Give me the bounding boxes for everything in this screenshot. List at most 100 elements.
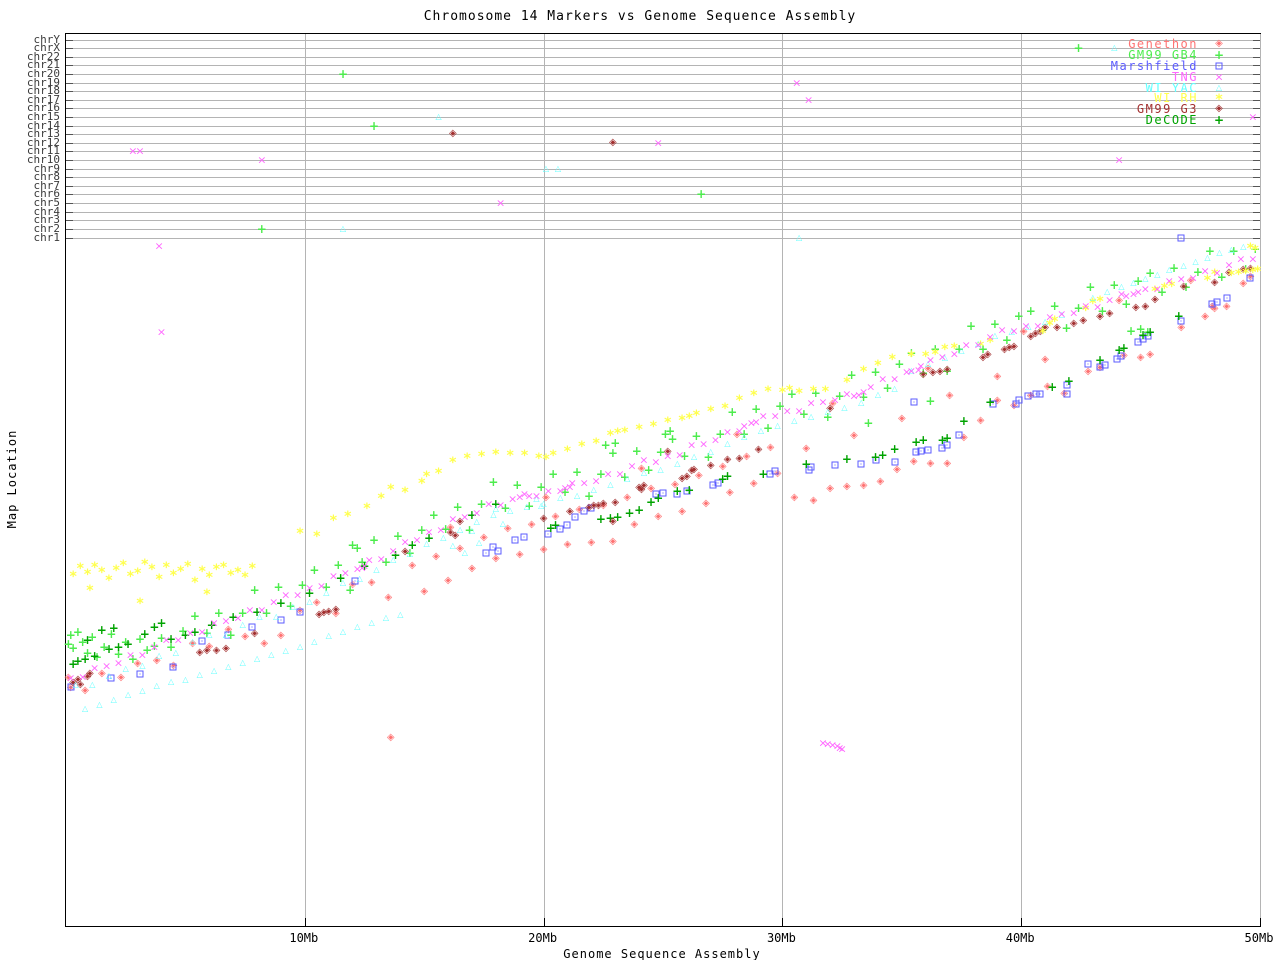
scatter-point-triangle-icon: △ [325, 631, 332, 641]
scatter-point-star-icon: * [778, 384, 787, 401]
axis-tick [1253, 177, 1260, 179]
scatter-point-plus-icon: + [127, 652, 138, 667]
scatter-point-triangle-icon: △ [440, 532, 447, 542]
scatter-point-square-icon [580, 507, 588, 515]
scatter-point-plus-icon: + [452, 500, 463, 515]
scatter-point-diamond-icon: ◈ [924, 363, 932, 375]
scatter-point-square-icon [659, 489, 667, 497]
scatter-point-plus-icon: + [404, 546, 415, 561]
scatter-point-triangle-icon: △ [306, 597, 313, 607]
scatter-point-plus-icon: + [870, 364, 881, 379]
scatter-point-plus-icon: + [82, 633, 93, 648]
scatter-point-plus-icon: + [1135, 321, 1146, 336]
scatter-point-plus-icon: + [206, 617, 217, 632]
axis-tick [1253, 220, 1260, 222]
scatter-point-cross-icon: × [221, 614, 231, 628]
scatter-point-star-icon: * [1046, 318, 1054, 335]
scatter-point-star-icon: * [126, 569, 135, 586]
scatter-point-square-icon [831, 461, 839, 469]
scatter-point-cross-icon: × [531, 489, 542, 503]
axis-tick [1253, 99, 1260, 101]
scatter-point-triangle-icon: △ [540, 499, 547, 509]
x-gridline [304, 34, 306, 926]
scatter-point-cross-icon: × [985, 330, 995, 344]
scatter-point-plus-icon: + [380, 555, 392, 570]
scatter-point-plus-icon: + [63, 636, 74, 651]
scatter-point-diamond-icon: ◈ [702, 498, 710, 510]
legend-symbol: ◈ [1198, 39, 1240, 50]
scatter-point-cross-icon: × [364, 553, 374, 567]
scatter-point-cross-icon: × [1128, 287, 1139, 301]
scatter-point-square-icon [511, 536, 519, 544]
scatter-point-triangle-icon: △ [354, 621, 361, 631]
axis-tick [66, 177, 73, 179]
scatter-point-plus-icon: + [96, 623, 107, 638]
scatter-point-cross-icon: × [591, 474, 601, 488]
scatter-point-square-icon [912, 448, 920, 456]
scatter-point-diamond-icon: ◈ [480, 532, 488, 544]
scatter-point-square-icon [910, 398, 918, 406]
x-gridline [1021, 34, 1023, 926]
scatter-point-diamond-icon: ◈ [893, 464, 901, 476]
scatter-point-plus-icon: + [333, 557, 344, 572]
scatter-point-diamond-icon: ◈ [1136, 351, 1145, 363]
scatter-point-cross-icon: × [90, 661, 100, 675]
scatter-point-plus-icon: + [1063, 373, 1074, 388]
scatter-point-cross-icon: × [137, 648, 148, 662]
scatter-point-plus-icon: + [113, 640, 124, 655]
scatter-point-diamond-icon: ◈ [718, 461, 727, 472]
scatter-point-triangle-icon: △ [139, 661, 146, 671]
chromosome-gridline [66, 91, 1260, 93]
scatter-point-cross-icon: × [1248, 252, 1258, 266]
scatter-point-diamond-icon: ◈ [983, 349, 992, 361]
scatter-point-triangle-icon: △ [196, 670, 203, 680]
scatter-point-plus-icon: + [180, 627, 191, 642]
scatter-point-diamond-icon: ◈ [943, 457, 952, 469]
scatter-point-star-icon: * [606, 428, 615, 445]
scatter-point-diamond-icon: ◈ [515, 548, 524, 560]
axis-tick [66, 211, 73, 213]
scatter-point-plus-icon: + [249, 583, 260, 598]
scatter-point-star-icon: * [434, 466, 443, 483]
scatter-point-triangle-icon: △ [590, 485, 597, 495]
scatter-point-diamond-icon: ◈ [331, 607, 340, 619]
scatter-point-triangle-icon: △ [1166, 265, 1173, 275]
scatter-point-triangle-icon: △ [507, 506, 514, 516]
legend-symbol: + [1198, 114, 1240, 126]
scatter-point-diamond-icon: ◈ [749, 478, 758, 489]
chart-title: Chromosome 14 Markers vs Genome Sequence… [423, 9, 857, 24]
axis-tick [66, 220, 73, 222]
scatter-point-plus-icon: + [1061, 320, 1072, 335]
scatter-point-cross-icon: × [154, 239, 164, 253]
scatter-point-triangle-icon: △ [206, 629, 213, 639]
axis-tick [1253, 228, 1260, 230]
scatter-point-plus-icon: + [672, 484, 683, 499]
scatter-point-triangle-icon: △ [492, 504, 499, 514]
scatter-point-triangle-icon: △ [110, 695, 117, 705]
chromosome-gridline [66, 116, 1260, 118]
scatter-point-diamond-icon: ◈ [790, 492, 799, 504]
scatter-point-triangle-icon: △ [423, 538, 430, 548]
scatter-point-star-icon: * [191, 574, 199, 591]
chr-axis-label: chrX [33, 41, 61, 55]
scatter-point-square-icon [248, 623, 256, 631]
legend-label: Marshfield [1110, 59, 1198, 73]
scatter-point-plus-icon: + [1097, 303, 1108, 318]
scatter-point-star-icon: * [1089, 295, 1097, 312]
scatter-point-diamond-icon: ◈ [687, 465, 696, 477]
scatter-point-diamond-icon: ◈ [843, 481, 851, 493]
scatter-point-diamond-icon: ◈ [250, 627, 259, 639]
scatter-point-diamond-icon: ◈ [76, 678, 85, 690]
scatter-point-plus-icon: + [149, 619, 160, 634]
scatter-point-plus-icon: + [113, 647, 124, 661]
scatter-point-plus-icon: + [1126, 324, 1137, 338]
scatter-point-square-icon [224, 631, 232, 639]
scatter-point-cross-icon: × [1045, 310, 1055, 324]
scatter-point-star-icon: * [1249, 265, 1257, 282]
axis-tick [1253, 91, 1260, 93]
scatter-point-plus-icon: + [643, 463, 654, 478]
scatter-point-star-icon: * [692, 407, 701, 424]
scatter-point-diamond-icon: ◈ [456, 543, 464, 555]
scatter-point-square-icon [1063, 390, 1071, 398]
